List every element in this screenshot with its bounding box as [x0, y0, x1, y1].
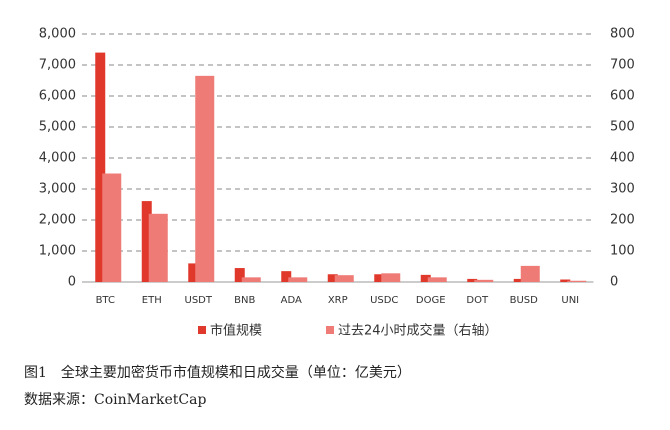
- y-tick-label: 0: [68, 275, 76, 290]
- bar: [102, 173, 122, 282]
- caption: 图1 全球主要加密货币市值规模和日成交量（单位：亿美元）: [24, 364, 411, 381]
- legend-label: 市值规模: [210, 323, 262, 339]
- source: 数据来源：CoinMarketCap: [24, 392, 206, 408]
- y-tick-label: 3,000: [39, 182, 76, 197]
- legend-label: 过去24小时成交量（右轴）: [338, 323, 498, 339]
- bar: [327, 274, 338, 282]
- y2-tick-label: 0: [610, 275, 618, 290]
- x-tick-label: BTC: [96, 295, 115, 306]
- bar: [241, 277, 261, 282]
- x-tick-label: ETH: [142, 295, 162, 306]
- bar: [520, 265, 540, 282]
- x-tick-label: ADA: [281, 295, 302, 306]
- y2-tick-label: 600: [610, 89, 635, 104]
- bar: [513, 278, 524, 282]
- y-tick-label: 5,000: [39, 120, 76, 135]
- bar: [141, 201, 152, 282]
- x-tick-label: XRP: [328, 295, 348, 306]
- y-tick-label: 1,000: [39, 244, 76, 259]
- x-tick-label: DOT: [466, 295, 489, 306]
- x-tick-label: UNI: [561, 295, 579, 306]
- bar: [427, 277, 447, 282]
- bar: [95, 52, 106, 282]
- y-tick-label: 6,000: [39, 89, 76, 104]
- bar: [334, 275, 354, 282]
- y2-tick-label: 800: [610, 27, 635, 42]
- bar: [374, 274, 385, 282]
- y-tick-label: 2,000: [39, 213, 76, 228]
- x-tick-label: DOGE: [416, 295, 446, 306]
- bar: [467, 278, 478, 282]
- y-tick-label: 4,000: [39, 151, 76, 166]
- bar: [474, 279, 494, 282]
- legend-swatch: [198, 326, 206, 334]
- bar: [381, 273, 401, 282]
- bar: [567, 280, 587, 282]
- bar: [288, 277, 308, 282]
- bar: [420, 274, 431, 282]
- x-tick-label: USDC: [370, 295, 398, 306]
- y2-tick-label: 300: [610, 182, 635, 197]
- x-tick-label: BUSD: [510, 295, 539, 306]
- y-tick-label: 8,000: [39, 27, 76, 42]
- y2-tick-label: 700: [610, 58, 635, 73]
- y2-tick-label: 500: [610, 120, 635, 135]
- bar: [281, 271, 292, 282]
- bar: [148, 213, 168, 282]
- y2-tick-label: 200: [610, 213, 635, 228]
- bar: [195, 75, 215, 282]
- y2-tick-label: 400: [610, 151, 635, 166]
- x-tick-label: USDT: [185, 295, 213, 306]
- y-tick-label: 7,000: [39, 58, 76, 73]
- x-tick-label: BNB: [234, 295, 255, 306]
- y2-tick-label: 100: [610, 244, 635, 259]
- bar: [188, 263, 199, 282]
- bar: [560, 279, 571, 282]
- legend-swatch: [326, 326, 334, 334]
- bar: [234, 268, 245, 282]
